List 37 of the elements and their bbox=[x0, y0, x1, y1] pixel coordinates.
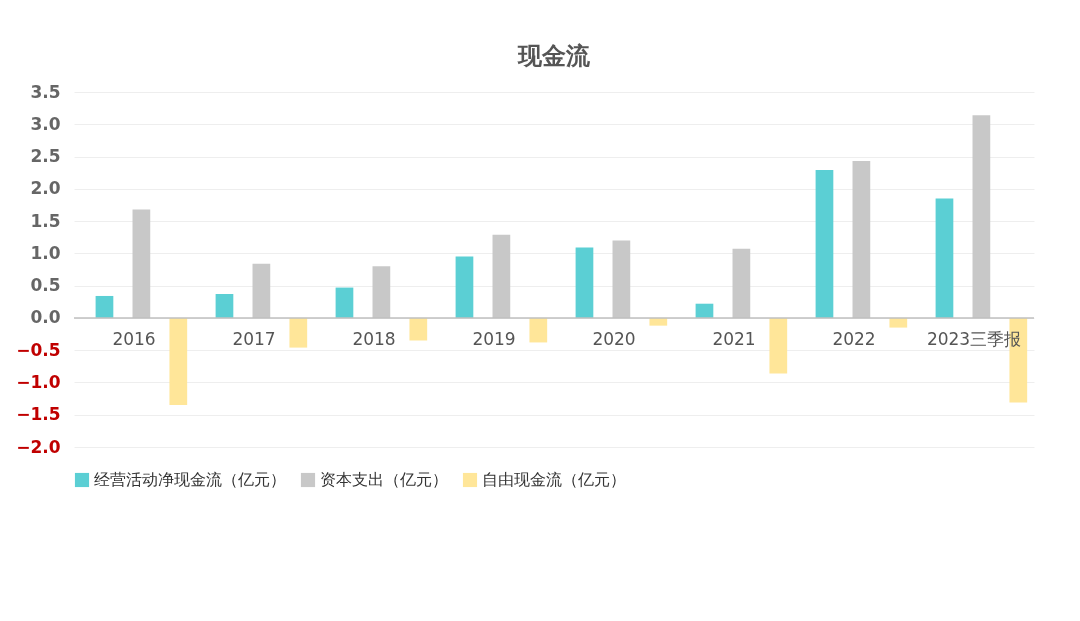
y-tick-label: 0.5 bbox=[30, 275, 61, 296]
y-tick-label: −1.0 bbox=[16, 371, 61, 392]
bar bbox=[529, 317, 548, 343]
x-tick-label: 2020 bbox=[592, 328, 636, 349]
y-tick-label: −0.5 bbox=[16, 339, 61, 360]
legend-label: 经营活动净现金流（亿元） bbox=[94, 470, 286, 489]
bar bbox=[289, 317, 308, 348]
chart-title: 现金流 bbox=[517, 42, 591, 70]
y-tick-label: 0.0 bbox=[30, 307, 61, 328]
y-tick-label: 1.0 bbox=[30, 242, 61, 263]
x-tick-label: 2017 bbox=[232, 328, 276, 349]
bar bbox=[769, 317, 788, 374]
y-tick-label: 2.0 bbox=[30, 178, 61, 199]
bar bbox=[335, 287, 354, 318]
legend-label: 资本支出（亿元） bbox=[320, 470, 448, 489]
x-tick-label: 2018 bbox=[352, 328, 396, 349]
x-tick-label: 2022 bbox=[832, 328, 876, 349]
x-tick-label: 2019 bbox=[472, 328, 516, 349]
bar bbox=[95, 295, 114, 318]
x-tick-label: 2021 bbox=[712, 328, 756, 349]
y-tick-label: −1.5 bbox=[16, 404, 61, 425]
bar bbox=[649, 317, 668, 326]
bar bbox=[815, 170, 834, 318]
legend-label: 自由现金流（亿元） bbox=[482, 470, 626, 489]
y-tick-label: −2.0 bbox=[16, 436, 61, 457]
bar bbox=[215, 294, 234, 318]
bar bbox=[169, 317, 188, 406]
bar bbox=[935, 198, 954, 318]
bar bbox=[409, 317, 428, 341]
y-tick-label: 3.0 bbox=[30, 113, 61, 134]
bar bbox=[455, 256, 474, 318]
y-tick-label: 1.5 bbox=[30, 210, 61, 231]
bar bbox=[575, 247, 594, 318]
y-tick-label: 2.5 bbox=[30, 146, 61, 167]
bar bbox=[889, 317, 908, 328]
y-tick-label: 3.5 bbox=[30, 81, 61, 102]
x-tick-label: 2016 bbox=[112, 328, 156, 349]
